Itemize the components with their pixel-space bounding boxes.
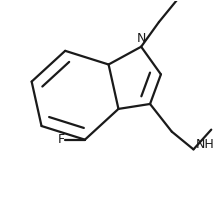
Text: N: N — [136, 32, 146, 45]
Text: NH: NH — [196, 138, 214, 151]
Text: F: F — [58, 133, 65, 146]
